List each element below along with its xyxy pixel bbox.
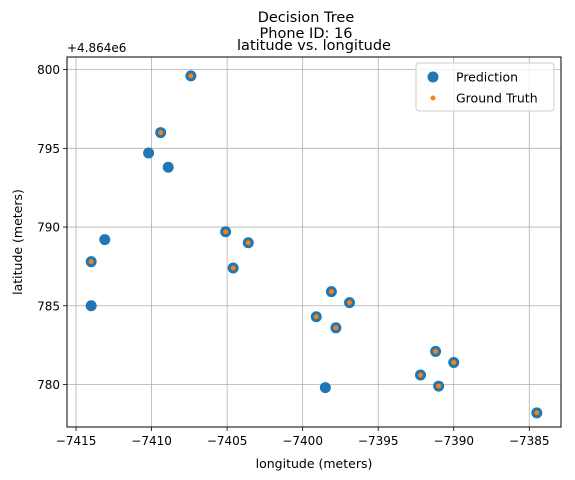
data-point <box>313 314 319 320</box>
data-point <box>85 300 97 312</box>
legend-marker-ground-truth <box>430 95 436 101</box>
y-axis-label: latitude (meters) <box>10 189 25 295</box>
series-prediction <box>85 70 543 419</box>
x-tick-label: −7410 <box>131 434 172 448</box>
x-tick-label: −7385 <box>509 434 550 448</box>
data-point <box>230 265 236 271</box>
x-tick-label: −7390 <box>433 434 474 448</box>
data-point <box>319 382 331 394</box>
legend-marker-prediction <box>427 71 439 83</box>
y-tick-label: 790 <box>37 221 60 235</box>
figure-subtitle: Phone ID: 16 <box>260 26 353 42</box>
plot-area-frame <box>66 56 562 428</box>
figure-title: Decision Tree <box>258 10 355 26</box>
x-tick-label: −7395 <box>358 434 399 448</box>
legend-label-prediction: Prediction <box>456 70 518 85</box>
data-point <box>158 130 164 136</box>
y-tick-label: 795 <box>37 142 60 156</box>
legend-label-ground-truth: Ground Truth <box>456 91 538 106</box>
data-point <box>88 259 94 265</box>
y-tick-label: 785 <box>37 299 60 313</box>
data-point <box>436 383 442 389</box>
grid <box>67 57 561 427</box>
x-tick-label: −7415 <box>56 434 97 448</box>
data-point <box>534 410 540 416</box>
legend: Prediction Ground Truth <box>415 62 555 112</box>
data-point <box>433 348 439 354</box>
data-point <box>418 372 424 378</box>
data-point <box>188 73 194 79</box>
data-point <box>328 289 334 295</box>
data-point <box>451 359 457 365</box>
y-offset-label: +4.864e6 <box>67 41 126 55</box>
axis-ticks: −7415 −7410 −7405 −7400 −7395 −7390 −7385 780 78… <box>37 63 549 448</box>
x-axis-label: longitude (meters) <box>256 456 373 471</box>
legend-box <box>415 62 555 112</box>
x-tick-label: −7405 <box>207 434 248 448</box>
data-point <box>347 300 353 306</box>
data-point <box>143 147 155 159</box>
series-ground-truth <box>88 73 540 416</box>
y-tick-label: 800 <box>37 63 60 77</box>
chart-title: latitude vs. longitude <box>237 38 391 54</box>
y-tick-label: 780 <box>37 378 60 392</box>
data-point <box>245 240 251 246</box>
data-point <box>333 325 339 331</box>
x-tick-label: −7400 <box>282 434 323 448</box>
data-point <box>223 229 229 235</box>
data-point <box>99 234 111 246</box>
data-point <box>162 161 174 173</box>
data-series <box>85 70 543 419</box>
